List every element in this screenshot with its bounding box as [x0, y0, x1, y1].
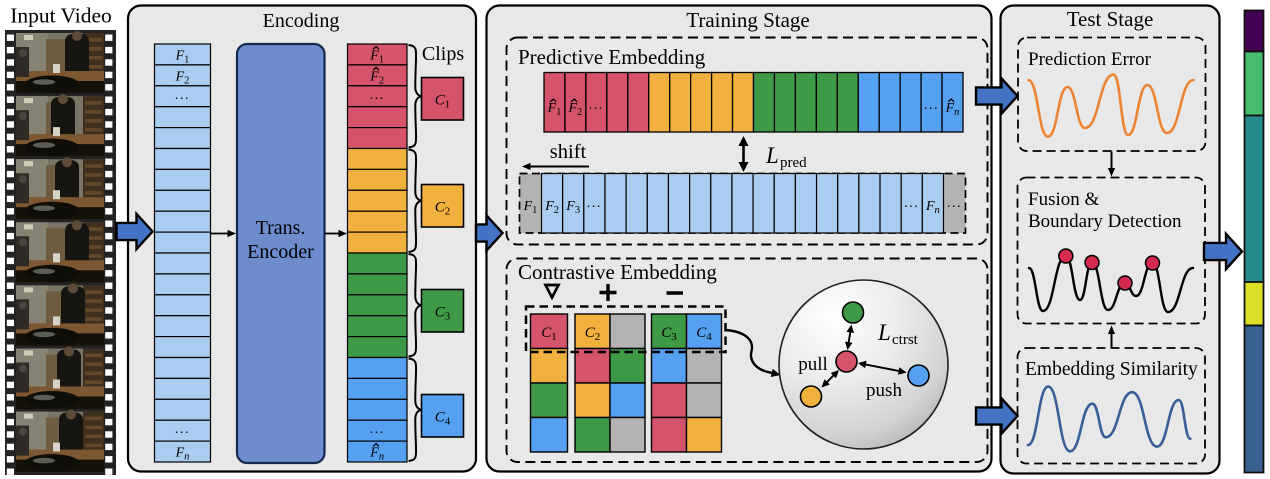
- svg-text:pred: pred: [780, 155, 807, 171]
- svg-text:ctrst: ctrst: [892, 332, 919, 348]
- svg-text:Input Video: Input Video: [10, 4, 112, 28]
- svg-text:...: ...: [587, 196, 602, 211]
- svg-text:...: ...: [370, 88, 385, 103]
- svg-text:pull: pull: [798, 354, 828, 375]
- svg-text:Predictive Embedding: Predictive Embedding: [518, 45, 706, 69]
- svg-text:Embedding Similarity: Embedding Similarity: [1025, 359, 1198, 380]
- svg-text:...: ...: [904, 196, 919, 211]
- svg-text:Fusion &: Fusion &: [1028, 189, 1099, 210]
- svg-text:Trans.: Trans.: [256, 217, 306, 239]
- svg-text:...: ...: [589, 98, 604, 113]
- svg-text:Encoder: Encoder: [247, 241, 314, 263]
- svg-text:push: push: [866, 380, 902, 401]
- svg-text:Contrastive Embedding: Contrastive Embedding: [518, 260, 717, 284]
- svg-text:L: L: [765, 143, 779, 168]
- svg-text:...: ...: [947, 196, 962, 211]
- svg-text:Encoding: Encoding: [263, 10, 340, 32]
- svg-text:...: ...: [924, 98, 939, 113]
- svg-text:...: ...: [175, 422, 190, 437]
- svg-text:Training Stage: Training Stage: [686, 8, 809, 32]
- svg-text:L: L: [877, 320, 891, 345]
- svg-text:Test Stage: Test Stage: [1067, 7, 1154, 31]
- svg-text:shift: shift: [550, 141, 587, 163]
- svg-text:Prediction Error: Prediction Error: [1028, 49, 1152, 70]
- svg-text:...: ...: [370, 422, 385, 437]
- svg-text:...: ...: [175, 88, 190, 103]
- svg-text:Boundary Detection: Boundary Detection: [1028, 211, 1182, 232]
- svg-text:Clips: Clips: [422, 43, 464, 65]
